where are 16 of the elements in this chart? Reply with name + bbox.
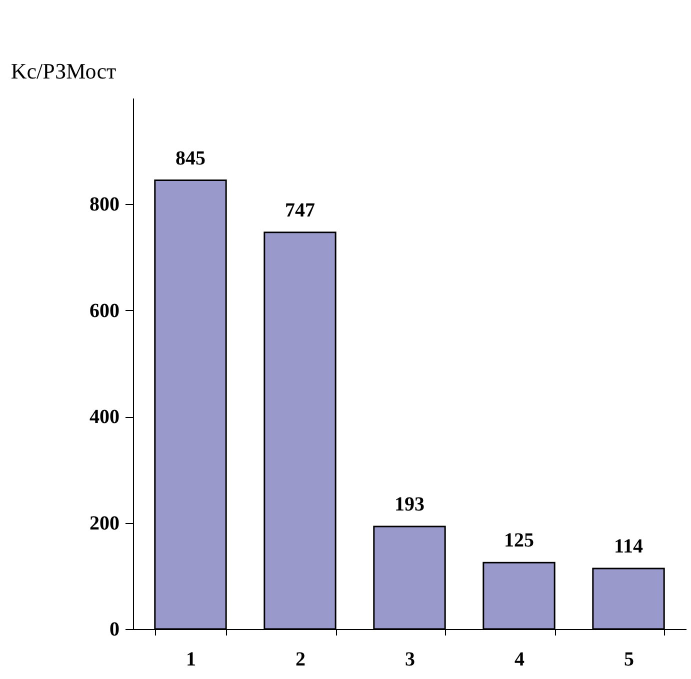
y-tick-label: 400 — [90, 406, 120, 428]
x-tick-label: 1 — [186, 648, 196, 670]
y-tick-label: 0 — [110, 618, 120, 640]
y-tick-label: 800 — [90, 194, 120, 216]
x-tick-label: 4 — [514, 648, 525, 670]
x-tick-label: 3 — [405, 648, 415, 670]
y-axis-title: Kс/РЗМост — [10, 58, 116, 84]
x-tick-label: 2 — [295, 648, 306, 670]
y-tick-label: 600 — [90, 300, 120, 322]
data-label: 845 — [175, 147, 206, 170]
x-tick-label: 5 — [624, 648, 634, 670]
data-label: 747 — [284, 199, 315, 222]
data-label: 114 — [614, 535, 643, 558]
data-label: 125 — [504, 530, 534, 552]
data-label: 193 — [394, 494, 424, 516]
y-tick-label: 200 — [90, 512, 120, 534]
